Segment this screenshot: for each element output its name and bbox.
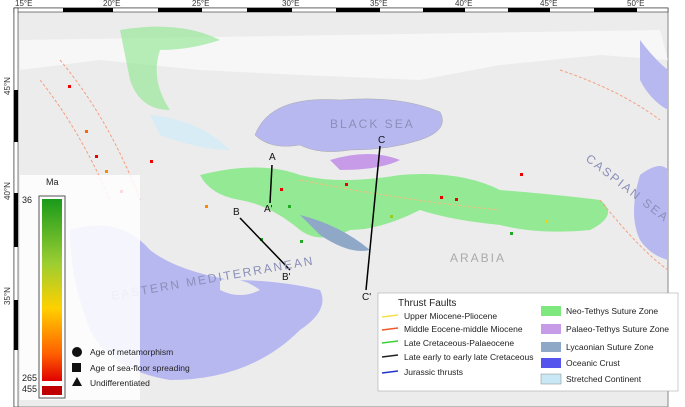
- lon-label: 45°E: [540, 0, 557, 8]
- fault-zone-legend: Thrust Faults Upper Miocene-Pliocene Mid…: [377, 292, 679, 392]
- frame-ticks: [13, 7, 669, 407]
- zone-legend-label: Neo-Tethys Suture Zone: [566, 306, 658, 316]
- age-tick-label: 265: [22, 373, 37, 383]
- section-label: B: [233, 207, 240, 218]
- section-label: C: [378, 135, 385, 146]
- lon-label: 40°E: [455, 0, 472, 8]
- lon-label: 25°E: [192, 0, 209, 8]
- symbol-legend-label: Undifferentiated: [90, 378, 150, 388]
- thrust-legend-label: Jurassic thrusts: [404, 367, 463, 377]
- lon-label: 15°E: [15, 0, 32, 8]
- lon-label: 20°E: [103, 0, 120, 8]
- thrust-legend-title: Thrust Faults: [398, 298, 456, 309]
- lon-label: 30°E: [282, 0, 299, 8]
- section-label: A': [264, 204, 273, 215]
- section-label: A: [269, 152, 276, 163]
- lon-label: 50°E: [627, 0, 644, 8]
- place-label: BLACK SEA: [330, 117, 415, 131]
- cross-sections: [239, 145, 381, 291]
- thrust-legend-label: Middle Eocene-middle Miocene: [404, 324, 523, 334]
- lat-label: 35°N: [3, 287, 12, 305]
- lat-label: 40°N: [3, 182, 12, 200]
- lon-labels: 15°E 20°E 25°E 30°E 35°E 40°E 45°E 50°E: [15, 0, 644, 8]
- lat-label: 45°N: [3, 77, 12, 95]
- age-tick-label: 455: [22, 384, 37, 394]
- age-title: Ma: [46, 177, 59, 187]
- section-label: B': [282, 272, 291, 283]
- place-label: ARABIA: [450, 251, 506, 265]
- zone-legend-label: Oceanic Crust: [566, 358, 620, 368]
- symbol-legend-label: Age of sea-floor spreading: [90, 363, 190, 373]
- thrust-legend-label: Late Cretaceous-Palaeocene: [404, 338, 514, 348]
- thrust-legend-label: Upper Miocene-Pliocene: [404, 311, 497, 321]
- age-legend: Ma 36 265 455 Age of metamorphism Age of…: [20, 175, 190, 400]
- zone-legend-label: Palaeo-Tethys Suture Zone: [566, 324, 669, 334]
- thrust-legend-label: Late early to early late Cretaceous: [404, 352, 533, 362]
- zone-legend-label: Lycaonian Suture Zone: [566, 342, 654, 352]
- section-label: C': [362, 292, 371, 303]
- age-tick-label: 36: [22, 195, 32, 205]
- lon-label: 35°E: [370, 0, 387, 8]
- zone-legend-label: Stretched Continent: [566, 374, 642, 384]
- symbol-legend-label: Age of metamorphism: [90, 347, 173, 357]
- suture-zones: [120, 26, 608, 251]
